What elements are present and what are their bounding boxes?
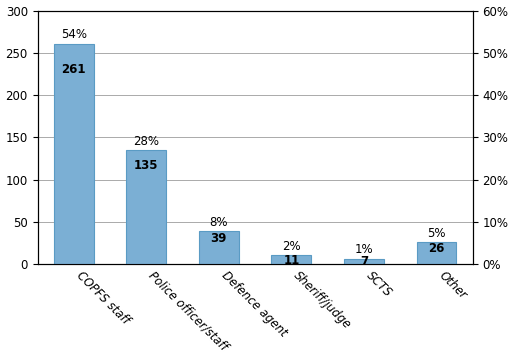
Text: 54%: 54% <box>61 28 87 41</box>
Text: 261: 261 <box>62 64 86 76</box>
Text: 11: 11 <box>283 254 300 267</box>
Text: 8%: 8% <box>210 216 228 229</box>
Text: 5%: 5% <box>427 227 446 240</box>
Text: 1%: 1% <box>355 243 373 256</box>
Bar <box>344 258 384 265</box>
Bar <box>416 242 456 265</box>
Text: 39: 39 <box>211 233 227 246</box>
Text: 28%: 28% <box>133 135 159 148</box>
Bar <box>126 150 166 265</box>
Bar <box>54 43 94 265</box>
Bar <box>271 255 311 265</box>
Text: 135: 135 <box>134 159 159 172</box>
Text: 2%: 2% <box>282 239 301 253</box>
Bar <box>199 232 239 265</box>
Text: 7: 7 <box>360 255 368 268</box>
Text: 26: 26 <box>428 242 445 255</box>
